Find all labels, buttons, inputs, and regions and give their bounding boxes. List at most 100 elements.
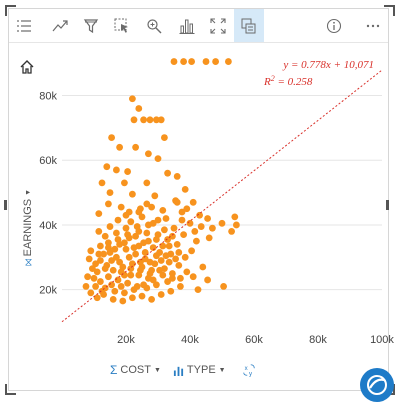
data-point[interactable] bbox=[197, 223, 205, 230]
data-point[interactable] bbox=[146, 116, 154, 124]
data-point[interactable] bbox=[127, 265, 135, 273]
data-point[interactable] bbox=[181, 253, 189, 261]
data-point[interactable] bbox=[228, 228, 236, 235]
chart-type-button[interactable] bbox=[172, 9, 202, 42]
select-button[interactable] bbox=[107, 9, 137, 42]
data-point[interactable] bbox=[159, 206, 167, 214]
data-point[interactable] bbox=[137, 266, 144, 274]
more-button[interactable] bbox=[358, 9, 388, 42]
data-point[interactable] bbox=[220, 283, 228, 290]
data-point[interactable] bbox=[138, 292, 146, 300]
data-point[interactable] bbox=[124, 168, 131, 175]
data-point[interactable] bbox=[180, 231, 188, 239]
data-point[interactable] bbox=[180, 58, 188, 65]
data-point[interactable] bbox=[113, 229, 120, 237]
data-point[interactable] bbox=[95, 210, 103, 218]
data-point[interactable] bbox=[108, 281, 115, 289]
data-point[interactable] bbox=[119, 297, 127, 305]
data-point[interactable] bbox=[188, 247, 196, 255]
data-point[interactable] bbox=[97, 278, 104, 285]
data-point[interactable] bbox=[90, 274, 98, 282]
data-point[interactable] bbox=[105, 273, 112, 281]
data-point[interactable] bbox=[85, 255, 93, 263]
data-point[interactable] bbox=[173, 173, 181, 180]
data-point[interactable] bbox=[124, 231, 131, 239]
data-point[interactable] bbox=[109, 295, 117, 303]
data-point[interactable] bbox=[178, 208, 186, 216]
data-point[interactable] bbox=[177, 274, 184, 282]
data-point[interactable] bbox=[121, 239, 128, 247]
data-point[interactable] bbox=[132, 232, 140, 240]
data-point[interactable] bbox=[100, 250, 107, 258]
data-point[interactable] bbox=[188, 58, 196, 65]
data-point[interactable] bbox=[162, 252, 170, 260]
data-point[interactable] bbox=[156, 249, 164, 256]
data-point[interactable] bbox=[132, 250, 140, 258]
data-point[interactable] bbox=[153, 281, 160, 289]
data-point[interactable] bbox=[149, 219, 157, 227]
data-point[interactable] bbox=[138, 213, 146, 221]
data-point[interactable] bbox=[156, 266, 164, 274]
data-point[interactable] bbox=[181, 185, 189, 193]
data-point[interactable] bbox=[175, 249, 183, 256]
data-point[interactable] bbox=[130, 244, 138, 251]
data-point[interactable] bbox=[93, 294, 101, 302]
data-point[interactable] bbox=[218, 219, 226, 227]
data-point[interactable] bbox=[151, 192, 159, 200]
data-point[interactable] bbox=[89, 265, 96, 273]
data-point[interactable] bbox=[173, 198, 181, 206]
data-point[interactable] bbox=[111, 287, 119, 295]
data-point[interactable] bbox=[204, 215, 212, 222]
data-point[interactable] bbox=[157, 291, 165, 298]
data-point[interactable] bbox=[157, 257, 165, 264]
data-point[interactable] bbox=[148, 295, 156, 303]
data-point[interactable] bbox=[84, 273, 91, 281]
data-point[interactable] bbox=[127, 218, 135, 226]
data-point[interactable] bbox=[153, 116, 160, 124]
data-point[interactable] bbox=[194, 286, 202, 294]
data-point[interactable] bbox=[127, 271, 135, 279]
data-point[interactable] bbox=[105, 200, 112, 208]
data-point[interactable] bbox=[114, 276, 122, 284]
data-point[interactable] bbox=[140, 116, 148, 124]
y-axis-title[interactable]: ⧖ EARNINGS ▼ bbox=[8, 180, 48, 280]
swap-axes-button[interactable]: x y bbox=[242, 363, 256, 377]
reset-zoom-button[interactable] bbox=[18, 58, 36, 76]
data-point[interactable] bbox=[135, 105, 143, 112]
data-point[interactable] bbox=[186, 219, 194, 227]
data-point[interactable] bbox=[170, 58, 178, 65]
legend-list-button[interactable] bbox=[9, 9, 39, 42]
data-point[interactable] bbox=[164, 278, 172, 285]
data-point[interactable] bbox=[183, 205, 191, 213]
data-points[interactable] bbox=[82, 58, 240, 305]
data-point[interactable] bbox=[103, 163, 111, 171]
data-point[interactable] bbox=[114, 216, 122, 224]
data-point[interactable] bbox=[105, 239, 112, 247]
data-point[interactable] bbox=[159, 242, 167, 250]
data-point[interactable] bbox=[121, 289, 128, 297]
data-point[interactable] bbox=[87, 247, 95, 255]
data-point[interactable] bbox=[154, 155, 162, 163]
data-point[interactable] bbox=[212, 58, 220, 65]
data-point[interactable] bbox=[146, 258, 154, 266]
data-point[interactable] bbox=[101, 265, 109, 273]
data-point[interactable] bbox=[177, 283, 184, 290]
data-point[interactable] bbox=[169, 274, 176, 282]
data-point[interactable] bbox=[202, 58, 210, 65]
data-point[interactable] bbox=[161, 134, 168, 141]
data-point[interactable] bbox=[161, 226, 168, 234]
color-by-field-selector[interactable]: TYPE ▼ bbox=[173, 364, 226, 376]
data-point[interactable] bbox=[82, 283, 90, 290]
data-point[interactable] bbox=[93, 268, 101, 276]
data-point[interactable] bbox=[114, 236, 122, 243]
data-point[interactable] bbox=[98, 179, 106, 187]
maximize-button[interactable] bbox=[203, 9, 233, 42]
data-point[interactable] bbox=[167, 287, 175, 295]
data-point[interactable] bbox=[141, 249, 149, 256]
data-point[interactable] bbox=[108, 134, 115, 141]
data-point[interactable] bbox=[92, 283, 99, 290]
data-point[interactable] bbox=[117, 203, 125, 211]
data-point[interactable] bbox=[92, 260, 99, 268]
x-axis-field-selector[interactable]: Σ COST ▼ bbox=[110, 363, 161, 377]
data-point[interactable] bbox=[193, 237, 200, 245]
